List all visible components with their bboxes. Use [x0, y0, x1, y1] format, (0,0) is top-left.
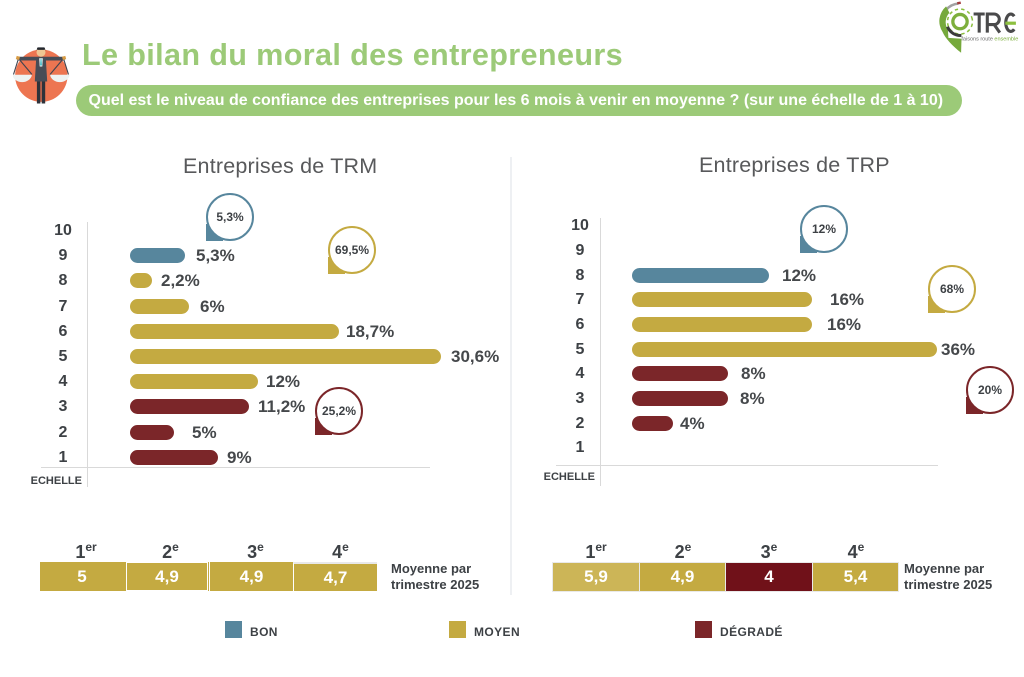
svg-text:faisons route ensemble: faisons route ensemble: [961, 36, 1018, 42]
